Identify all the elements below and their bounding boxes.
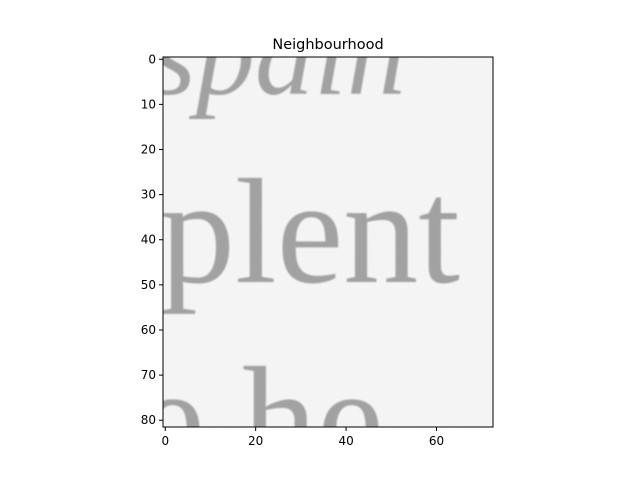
- y-tick-label: 50: [141, 278, 156, 292]
- y-tick-label: 0: [148, 52, 156, 66]
- plot-title: Neighbourhood: [272, 37, 383, 53]
- y-tick-label: 10: [141, 97, 156, 111]
- x-tick-label: 0: [161, 434, 169, 448]
- x-tick-label: 40: [338, 434, 353, 448]
- y-tick-label: 40: [141, 233, 156, 247]
- y-axis: 0 10 20 30 40 50 60 70 80: [141, 52, 163, 427]
- paper-grain: [163, 57, 493, 427]
- x-axis: 0 20 40 60: [161, 427, 444, 448]
- y-tick-label: 20: [141, 143, 156, 157]
- y-tick-label: 70: [141, 368, 156, 382]
- neighbourhood-image: spain plent e he: [163, 57, 493, 427]
- y-tick-label: 30: [141, 188, 156, 202]
- y-tick-label: 60: [141, 323, 156, 337]
- image-frame: [162, 56, 494, 428]
- x-tick-label: 20: [248, 434, 263, 448]
- y-tick-label: 80: [141, 413, 156, 427]
- x-tick-label: 60: [429, 434, 444, 448]
